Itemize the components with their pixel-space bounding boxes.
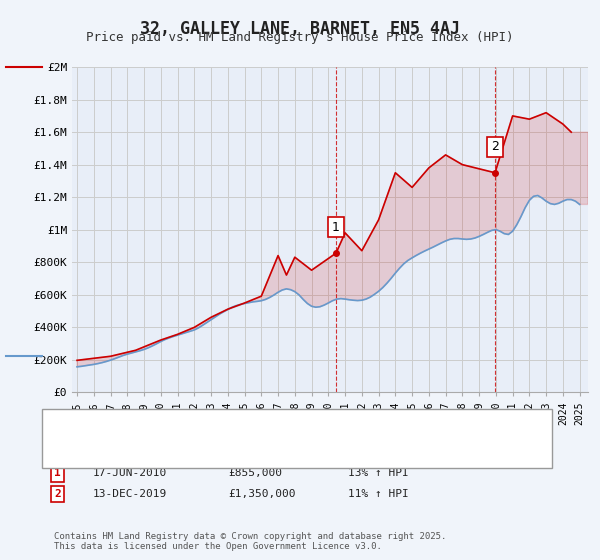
Text: 17-JUN-2010: 17-JUN-2010 bbox=[93, 468, 167, 478]
Text: 1: 1 bbox=[332, 221, 340, 234]
Text: Price paid vs. HM Land Registry's House Price Index (HPI): Price paid vs. HM Land Registry's House … bbox=[86, 31, 514, 44]
Text: 13-DEC-2019: 13-DEC-2019 bbox=[93, 489, 167, 499]
Text: £1,350,000: £1,350,000 bbox=[228, 489, 296, 499]
Text: 32, GALLEY LANE, BARNET, EN5 4AJ (detached house): 32, GALLEY LANE, BARNET, EN5 4AJ (detach… bbox=[78, 419, 409, 429]
Text: 32, GALLEY LANE, BARNET, EN5 4AJ: 32, GALLEY LANE, BARNET, EN5 4AJ bbox=[140, 20, 460, 38]
Text: 1: 1 bbox=[54, 468, 61, 478]
Text: Contains HM Land Registry data © Crown copyright and database right 2025.
This d: Contains HM Land Registry data © Crown c… bbox=[54, 532, 446, 552]
Text: 2: 2 bbox=[54, 489, 61, 499]
Text: 13% ↑ HPI: 13% ↑ HPI bbox=[348, 468, 409, 478]
Text: HPI: Average price, detached house, Barnet: HPI: Average price, detached house, Barn… bbox=[78, 437, 361, 447]
Text: 11% ↑ HPI: 11% ↑ HPI bbox=[348, 489, 409, 499]
Text: £855,000: £855,000 bbox=[228, 468, 282, 478]
Text: 2: 2 bbox=[491, 140, 499, 153]
